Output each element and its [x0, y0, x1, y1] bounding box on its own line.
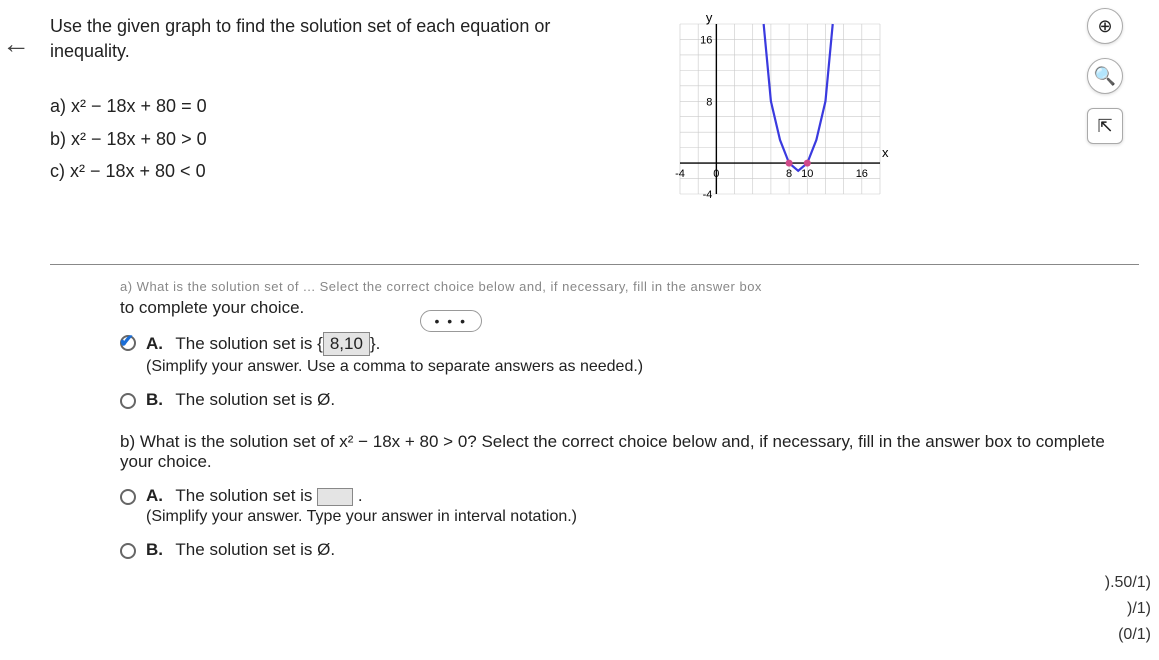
part-a-choice-a-post: }. — [370, 334, 380, 353]
part-a-answer-input[interactable]: 8,10 — [323, 332, 370, 356]
part-b-choice-b: The solution set is Ø. — [175, 540, 335, 559]
svg-text:x: x — [882, 145, 889, 160]
svg-text:8: 8 — [706, 96, 712, 108]
graph-panel: yx-4081016-4816 — [650, 14, 930, 224]
part-b-radio-b[interactable] — [120, 543, 136, 559]
svg-text:16: 16 — [700, 34, 712, 46]
part-a-hint: (Simplify your answer. Use a comma to se… — [146, 358, 643, 376]
expand-dots-button[interactable]: • • • — [420, 310, 482, 332]
part-a-radio-a[interactable] — [120, 335, 136, 351]
part-a-partial-text: a) What is the solution set of ... Selec… — [120, 279, 1129, 294]
equation-c: c) x² − 18x + 80 < 0 — [50, 155, 610, 187]
svg-text:8: 8 — [786, 168, 792, 180]
svg-text:y: y — [706, 14, 713, 25]
score-2: )/1) — [1105, 600, 1151, 618]
part-b-question: b) What is the solution set of x² − 18x … — [120, 432, 1129, 472]
part-a-choice-a-pre: The solution set is { — [175, 334, 322, 353]
complete-choice-text: to complete your choice. — [120, 298, 1129, 318]
svg-text:10: 10 — [801, 168, 813, 180]
choice-letter: A. — [146, 334, 163, 353]
part-a-choice-b: The solution set is Ø. — [175, 390, 335, 409]
svg-text:0: 0 — [713, 168, 719, 180]
svg-text:-4: -4 — [675, 168, 685, 180]
zoom-icon[interactable]: 🔍 — [1087, 58, 1123, 94]
back-arrow-icon[interactable]: ← — [2, 28, 30, 60]
svg-text:16: 16 — [856, 168, 868, 180]
equation-a: a) x² − 18x + 80 = 0 — [50, 90, 610, 122]
parabola-chart: yx-4081016-4816 — [650, 14, 890, 224]
equation-b: b) x² − 18x + 80 > 0 — [50, 123, 610, 155]
part-b-answer-input[interactable] — [317, 488, 353, 506]
choice-letter: A. — [146, 486, 163, 505]
svg-text:-4: -4 — [703, 189, 713, 201]
part-b-choice-a: The solution set is — [175, 486, 317, 505]
score-3: (0/1) — [1105, 626, 1151, 644]
part-a-radio-b[interactable] — [120, 393, 136, 409]
zoom-in-icon[interactable]: ⊕ — [1087, 8, 1123, 44]
score-sidebar: ).50/1) )/1) (0/1) — [1105, 566, 1159, 652]
choice-letter: B. — [146, 540, 163, 559]
part-b-radio-a[interactable] — [120, 489, 136, 505]
part-b-hint: (Simplify your answer. Type your answer … — [146, 508, 577, 526]
score-1: ).50/1) — [1105, 574, 1151, 592]
question-prompt: Use the given graph to find the solution… — [50, 14, 610, 64]
equation-list: a) x² − 18x + 80 = 0 b) x² − 18x + 80 > … — [50, 90, 610, 187]
popout-icon[interactable]: ⇱ — [1087, 108, 1123, 144]
choice-letter: B. — [146, 390, 163, 409]
section-divider — [50, 264, 1139, 265]
